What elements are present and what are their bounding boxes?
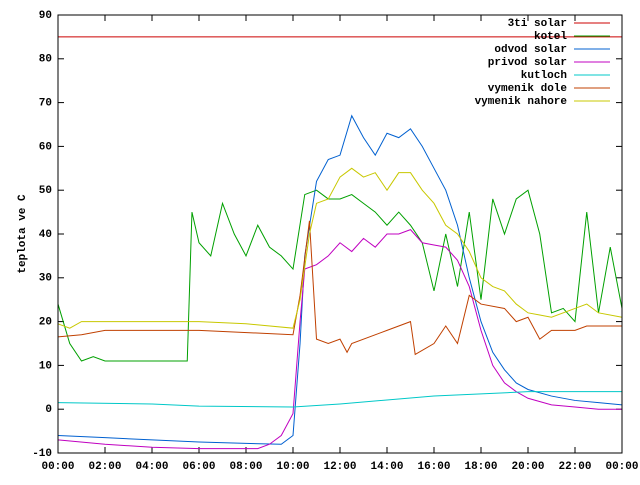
y-tick-label: 60 [39, 141, 52, 153]
y-tick-label: -10 [32, 448, 52, 460]
x-tick-label: 08:00 [229, 461, 262, 473]
x-tick-label: 04:00 [135, 461, 168, 473]
x-tick-label: 10:00 [276, 461, 309, 473]
y-tick-label: 40 [39, 229, 52, 241]
y-tick-label: 80 [39, 54, 52, 66]
x-tick-label: 06:00 [182, 461, 215, 473]
x-tick-label: 02:00 [88, 461, 121, 473]
x-tick-label: 12:00 [323, 461, 356, 473]
series-line [57, 189, 623, 362]
y-tick-label: 50 [39, 185, 52, 197]
x-tick-label: 18:00 [464, 461, 497, 473]
legend-label: kotel [534, 31, 567, 43]
y-tick-label: 20 [39, 317, 52, 329]
legend-label: kutloch [521, 70, 567, 82]
series-line [57, 229, 622, 450]
y-tick-label: 70 [39, 98, 52, 110]
plot-border [57, 14, 623, 454]
y-tick-label: 30 [39, 273, 52, 285]
legend-label: privod solar [488, 57, 567, 69]
x-tick-label: 00:00 [605, 461, 638, 473]
legend-label: vymenik dole [488, 83, 568, 95]
legend-label: 3ti solar [508, 18, 567, 30]
x-tick-label: 20:00 [511, 461, 544, 473]
legend-label: vymenik nahore [475, 96, 568, 108]
series-line [57, 167, 623, 329]
series-line [57, 391, 622, 408]
x-tick-label: 14:00 [370, 461, 403, 473]
x-tick-label: 00:00 [41, 461, 74, 473]
y-tick-label: 90 [39, 10, 52, 22]
y-axis-label: teplota ve C [17, 194, 29, 274]
x-tick-label: 16:00 [417, 461, 450, 473]
x-tick-label: 22:00 [558, 461, 591, 473]
series-line [57, 114, 623, 445]
y-tick-label: 10 [39, 360, 52, 372]
legend-label: odvod solar [494, 44, 567, 56]
y-tick-label: 0 [45, 404, 52, 416]
